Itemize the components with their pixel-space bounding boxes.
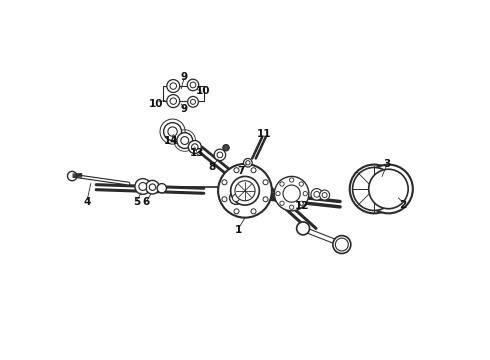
Circle shape <box>157 184 167 193</box>
Text: 10: 10 <box>149 99 163 109</box>
Circle shape <box>191 99 196 104</box>
Circle shape <box>350 165 398 213</box>
Text: 7: 7 <box>238 166 245 176</box>
Text: 5: 5 <box>133 197 140 207</box>
Circle shape <box>217 152 223 158</box>
Circle shape <box>263 180 268 185</box>
Circle shape <box>276 192 280 196</box>
Text: 6: 6 <box>143 197 150 207</box>
Circle shape <box>167 95 180 108</box>
Circle shape <box>214 149 225 161</box>
Circle shape <box>222 197 227 202</box>
Circle shape <box>218 164 272 218</box>
Circle shape <box>188 140 201 153</box>
Circle shape <box>274 176 309 211</box>
Text: 10: 10 <box>196 86 210 96</box>
Circle shape <box>164 123 181 140</box>
Circle shape <box>311 189 322 200</box>
Circle shape <box>188 96 198 107</box>
Circle shape <box>223 144 229 151</box>
Circle shape <box>181 136 189 144</box>
Text: 2: 2 <box>399 200 406 210</box>
Circle shape <box>139 183 147 190</box>
Circle shape <box>251 209 256 214</box>
Circle shape <box>232 194 240 202</box>
Circle shape <box>303 192 307 196</box>
Circle shape <box>149 184 156 190</box>
Text: 8: 8 <box>208 162 215 172</box>
Circle shape <box>299 182 303 186</box>
Circle shape <box>335 238 348 251</box>
Polygon shape <box>198 147 237 180</box>
Circle shape <box>333 235 351 253</box>
Text: 3: 3 <box>383 159 390 169</box>
Text: 13: 13 <box>189 148 204 158</box>
Circle shape <box>296 222 310 235</box>
Circle shape <box>170 83 176 89</box>
Circle shape <box>167 80 180 93</box>
Circle shape <box>192 144 198 150</box>
Circle shape <box>263 197 268 202</box>
Circle shape <box>222 180 227 185</box>
Text: 9: 9 <box>180 72 188 82</box>
Text: 4: 4 <box>83 197 91 207</box>
Circle shape <box>368 169 408 209</box>
Text: 11: 11 <box>256 129 271 139</box>
Circle shape <box>146 180 159 194</box>
Circle shape <box>244 158 252 167</box>
Circle shape <box>235 181 255 201</box>
Text: 12: 12 <box>294 201 309 211</box>
Circle shape <box>187 79 199 91</box>
Circle shape <box>283 185 300 202</box>
Circle shape <box>314 192 319 197</box>
Circle shape <box>190 82 196 88</box>
Circle shape <box>68 171 77 181</box>
Circle shape <box>319 190 330 200</box>
Circle shape <box>135 179 151 194</box>
Circle shape <box>230 192 243 204</box>
Text: 9: 9 <box>180 104 188 114</box>
Polygon shape <box>258 180 316 232</box>
Circle shape <box>251 168 256 173</box>
Circle shape <box>170 98 176 104</box>
Circle shape <box>322 193 327 198</box>
Circle shape <box>177 133 193 148</box>
Circle shape <box>299 201 303 206</box>
Circle shape <box>168 127 177 136</box>
Text: 14: 14 <box>164 136 179 145</box>
Circle shape <box>234 168 239 173</box>
Circle shape <box>353 167 395 211</box>
Circle shape <box>280 201 284 206</box>
Circle shape <box>234 209 239 214</box>
Circle shape <box>364 165 413 213</box>
Text: 1: 1 <box>235 225 242 235</box>
Circle shape <box>231 176 259 205</box>
Circle shape <box>290 205 294 210</box>
Circle shape <box>280 182 284 186</box>
Circle shape <box>245 161 250 165</box>
Circle shape <box>290 178 294 182</box>
